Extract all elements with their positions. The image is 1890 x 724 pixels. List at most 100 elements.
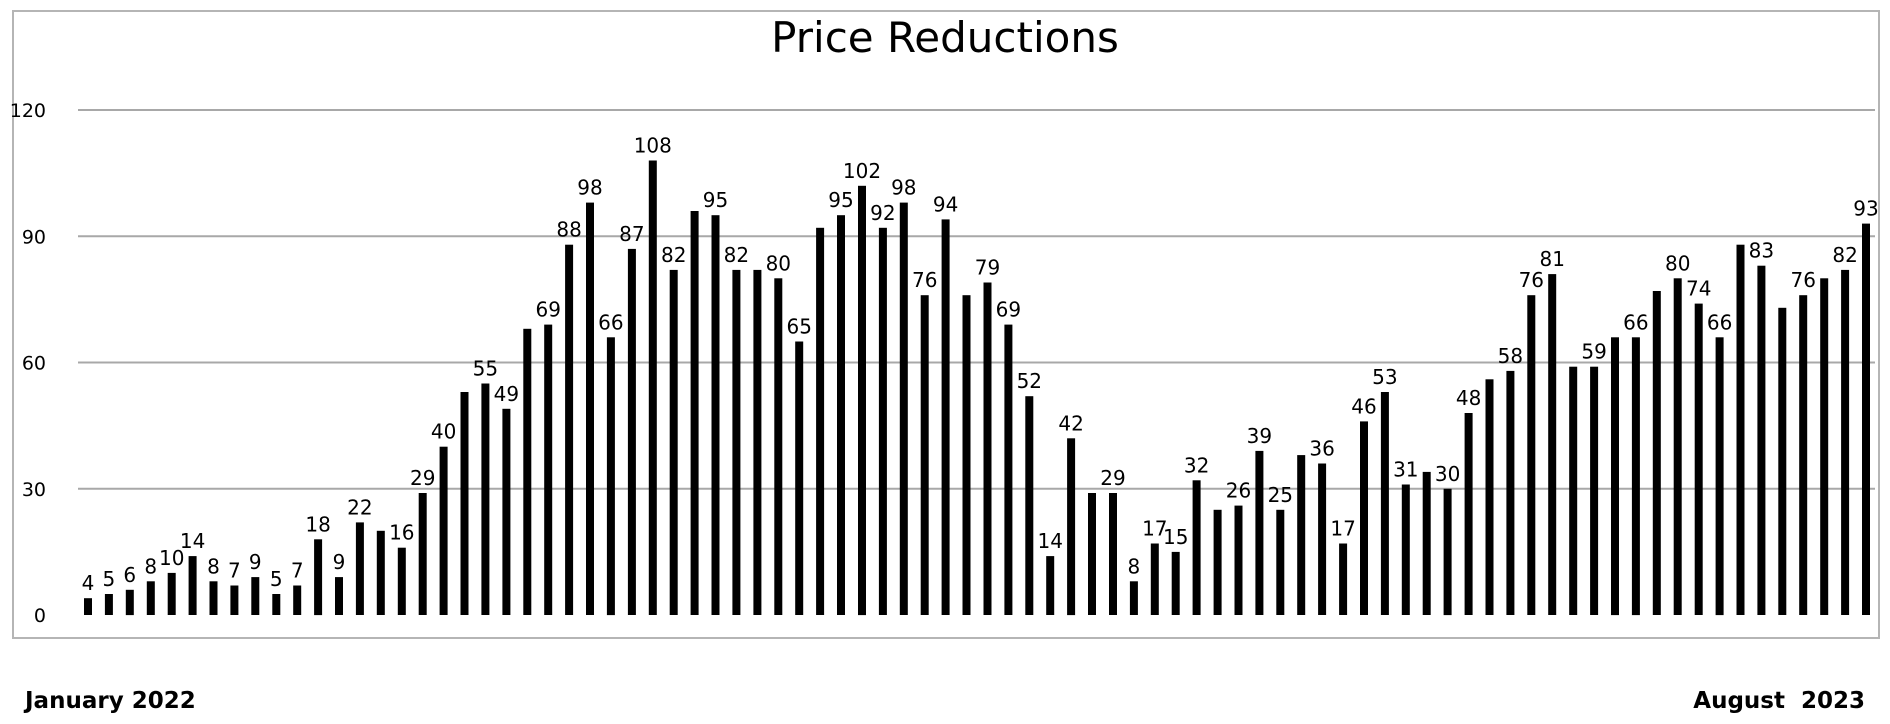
bar	[502, 408, 511, 615]
bar	[1652, 291, 1661, 615]
data-label: 95	[703, 188, 728, 212]
bar	[251, 577, 260, 615]
bar	[1067, 438, 1076, 616]
bar	[1109, 493, 1117, 615]
bar	[920, 295, 929, 615]
bar	[335, 577, 343, 615]
bar	[1757, 265, 1766, 615]
bar	[1694, 303, 1703, 615]
chart-title: Price Reductions	[771, 13, 1119, 62]
bars	[84, 160, 1870, 616]
bar	[1150, 543, 1159, 615]
data-label: 17	[1142, 517, 1167, 541]
data-label: 40	[431, 420, 456, 444]
data-label: 4	[82, 571, 95, 595]
data-label: 87	[619, 222, 644, 246]
bar	[1422, 471, 1431, 615]
bar	[648, 160, 657, 615]
bar	[1862, 223, 1870, 615]
bar	[816, 227, 825, 616]
bar	[104, 594, 113, 615]
data-label: 8	[144, 554, 157, 578]
bar	[188, 556, 197, 615]
data-label: 46	[1351, 394, 1376, 418]
bar	[711, 215, 720, 615]
bar	[1443, 488, 1452, 616]
data-label: 29	[410, 466, 435, 490]
y-tick-label: 120	[10, 100, 46, 122]
bar	[523, 328, 532, 615]
data-label: 16	[389, 521, 414, 545]
bar	[125, 589, 134, 616]
bar	[1025, 396, 1034, 615]
bar	[1171, 551, 1180, 615]
bar	[1213, 509, 1222, 615]
data-label: 108	[634, 134, 672, 158]
bar	[1255, 450, 1264, 615]
data-label: 49	[494, 382, 519, 406]
bar	[941, 219, 950, 615]
gridlines	[78, 109, 1875, 490]
bar	[878, 227, 887, 616]
data-label: 102	[843, 159, 881, 183]
bar	[983, 282, 992, 615]
bar	[418, 493, 427, 615]
data-label: 88	[556, 218, 581, 242]
bar	[1611, 337, 1619, 616]
bar	[1736, 244, 1745, 615]
y-tick-label: 0	[34, 605, 46, 627]
data-label: 82	[661, 243, 686, 267]
bar	[355, 522, 364, 615]
data-label: 15	[1163, 525, 1188, 549]
data-label: 17	[1330, 517, 1355, 541]
data-label: 42	[1058, 411, 1083, 435]
data-label: 58	[1498, 344, 1523, 368]
bar	[209, 581, 218, 615]
bar	[586, 202, 594, 615]
bar	[376, 530, 385, 615]
bar	[1631, 337, 1640, 616]
y-tick-label: 30	[22, 479, 46, 501]
data-label: 10	[159, 546, 184, 570]
data-label: 69	[996, 298, 1021, 322]
data-label: 82	[724, 243, 749, 267]
data-label: 98	[577, 176, 602, 200]
y-tick-label: 60	[22, 353, 46, 375]
data-label: 30	[1435, 462, 1460, 486]
bar	[1715, 337, 1724, 616]
bar	[293, 585, 302, 615]
bar	[1004, 324, 1013, 615]
data-label: 8	[1128, 554, 1141, 578]
data-label: 25	[1268, 483, 1293, 507]
data-label: 8	[207, 554, 220, 578]
data-label: 14	[1037, 529, 1062, 553]
bar	[1380, 392, 1389, 615]
bar	[230, 585, 239, 615]
data-label: 48	[1456, 386, 1481, 410]
bar	[795, 341, 804, 615]
bar	[1464, 413, 1473, 615]
data-label: 94	[933, 192, 958, 216]
bar	[1778, 307, 1787, 615]
bar	[627, 248, 636, 615]
data-label: 7	[291, 559, 304, 583]
data-label: 93	[1853, 197, 1878, 221]
bar	[1799, 295, 1808, 615]
bar	[272, 594, 281, 615]
data-label: 82	[1832, 243, 1857, 267]
bar	[1673, 278, 1682, 615]
end-period-label: August 2023	[1693, 688, 1865, 714]
bar	[167, 572, 176, 615]
bar	[1339, 543, 1348, 615]
data-label: 92	[870, 201, 895, 225]
data-label: 83	[1749, 239, 1774, 263]
bar	[1841, 269, 1850, 615]
bar	[1297, 455, 1306, 615]
data-label: 52	[1017, 369, 1042, 393]
data-label: 39	[1247, 424, 1272, 448]
bar	[690, 211, 699, 615]
data-label: 79	[975, 256, 1000, 280]
bar	[606, 337, 615, 616]
data-label: 18	[305, 512, 330, 536]
bar	[669, 269, 678, 615]
